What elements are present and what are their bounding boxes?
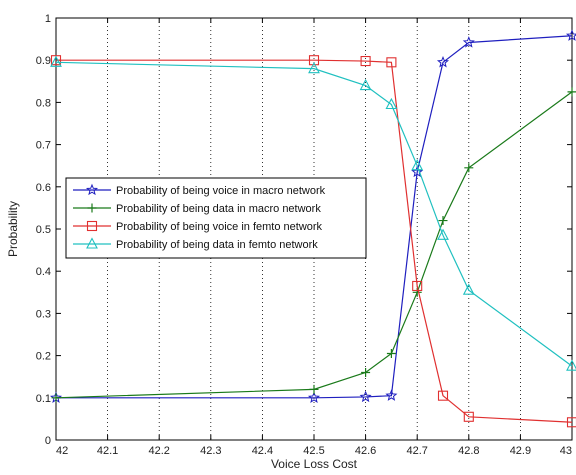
- legend-marker: [86, 237, 98, 249]
- data-point: [412, 280, 423, 292]
- data-point: [411, 159, 424, 171]
- y-tick-label: 0.4: [36, 266, 51, 278]
- x-tick-label: 42.5: [303, 445, 324, 457]
- data-point: [307, 391, 321, 403]
- y-tick-label: 0.9: [36, 55, 51, 67]
- series-3: [50, 55, 576, 428]
- data-point: [437, 228, 449, 240]
- y-tick-label: 1: [45, 13, 51, 25]
- legend-label: Probability of being data in femto netwo…: [116, 239, 318, 251]
- x-tick-label: 42.7: [406, 445, 427, 457]
- legend-item: Probability of being data in macro netwo…: [73, 203, 321, 215]
- series-line: [55, 61, 573, 367]
- x-tick-label: 42.3: [200, 445, 221, 457]
- data-point: [462, 36, 475, 48]
- y-tick-label: 0.6: [36, 182, 51, 194]
- data-point: [385, 97, 398, 110]
- x-tick-label: 42.8: [458, 445, 479, 457]
- data-point: [385, 389, 398, 401]
- series-4: [50, 55, 576, 371]
- legend: Probability of being voice in macro netw…: [65, 177, 367, 259]
- y-tick-label: 0.2: [36, 351, 51, 363]
- series-line: [55, 91, 573, 399]
- x-tick-label: 42.1: [97, 445, 118, 457]
- series-2: [51, 87, 576, 403]
- data-point: [386, 348, 396, 358]
- data-point: [359, 390, 372, 403]
- y-tick-label: 0: [45, 435, 51, 447]
- x-tick-label: 42.4: [252, 445, 273, 457]
- data-point: [361, 367, 371, 377]
- x-tick-label: 42.6: [355, 445, 376, 457]
- legend-marker: [87, 203, 97, 213]
- y-tick-label: 0.1: [36, 393, 51, 405]
- data-point: [386, 57, 397, 68]
- legend-item: Probability of being voice in femto netw…: [73, 220, 323, 233]
- data-point: [309, 384, 319, 394]
- data-point: [50, 55, 62, 67]
- series-group: [49, 29, 576, 428]
- data-point: [566, 359, 576, 371]
- data-point: [360, 55, 371, 67]
- x-axis-label: Voice Loss Cost: [271, 457, 358, 471]
- data-point: [438, 216, 448, 226]
- axis-ticks: 42 42.1 42.2 42.3 42.4 42.5 42.6 42.7 42.8 42.9 43…: [36, 13, 573, 457]
- legend-label: Probability of being voice in femto netw…: [116, 221, 323, 233]
- y-tick-label: 0.8: [36, 97, 51, 109]
- legend-label: Probability of being data in macro netwo…: [116, 203, 321, 215]
- data-point: [463, 411, 474, 422]
- data-point: [437, 390, 449, 401]
- x-tick-label: 42.9: [510, 445, 531, 457]
- legend-item: Probability of being voice in macro netw…: [73, 183, 326, 197]
- legend-marker: [86, 220, 98, 232]
- data-point: [462, 283, 475, 295]
- legend-marker: [85, 183, 99, 196]
- y-tick-label: 0.7: [36, 140, 51, 152]
- data-point: [308, 55, 320, 66]
- data-point: [464, 163, 474, 173]
- data-point: [566, 417, 576, 428]
- data-point: [51, 393, 61, 403]
- legend-item: Probability of being data in femto netwo…: [73, 237, 318, 251]
- legend-box: [65, 177, 367, 259]
- data-point: [359, 78, 372, 91]
- y-tick-label: 0.3: [36, 308, 51, 320]
- data-point: [412, 287, 422, 297]
- x-tick-label: 42: [56, 445, 68, 457]
- y-tick-label: 0.5: [36, 224, 51, 236]
- legend-label: Probability of being voice in macro netw…: [116, 185, 326, 197]
- data-point: [411, 165, 424, 178]
- series-line: [56, 35, 573, 399]
- x-tick-label: 43: [560, 445, 572, 457]
- data-point: [308, 61, 320, 74]
- data-point: [567, 87, 576, 97]
- data-point: [436, 55, 450, 68]
- y-axis-label: Probability: [6, 201, 20, 257]
- x-tick-label: 42.2: [148, 445, 169, 457]
